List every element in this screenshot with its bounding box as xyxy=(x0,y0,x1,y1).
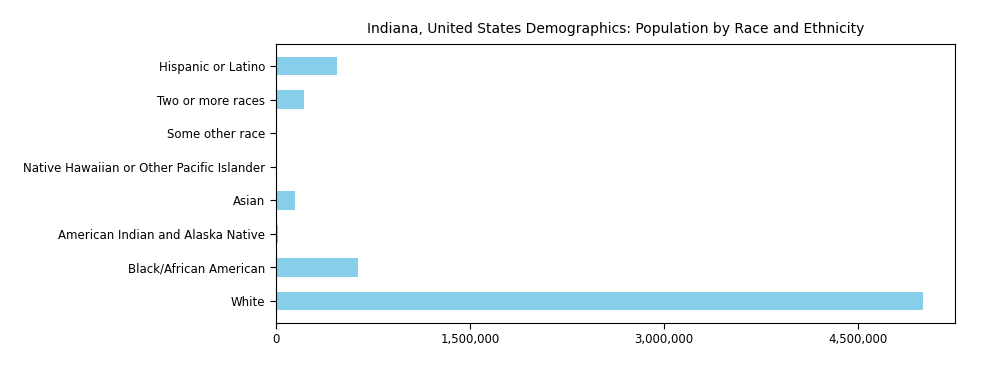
Bar xyxy=(276,191,295,210)
Bar xyxy=(276,90,304,109)
Bar xyxy=(276,124,277,142)
Bar xyxy=(276,225,278,243)
Bar xyxy=(276,258,358,277)
Bar xyxy=(276,292,923,310)
Title: Indiana, United States Demographics: Population by Race and Ethnicity: Indiana, United States Demographics: Pop… xyxy=(367,22,864,36)
Bar xyxy=(276,57,337,75)
